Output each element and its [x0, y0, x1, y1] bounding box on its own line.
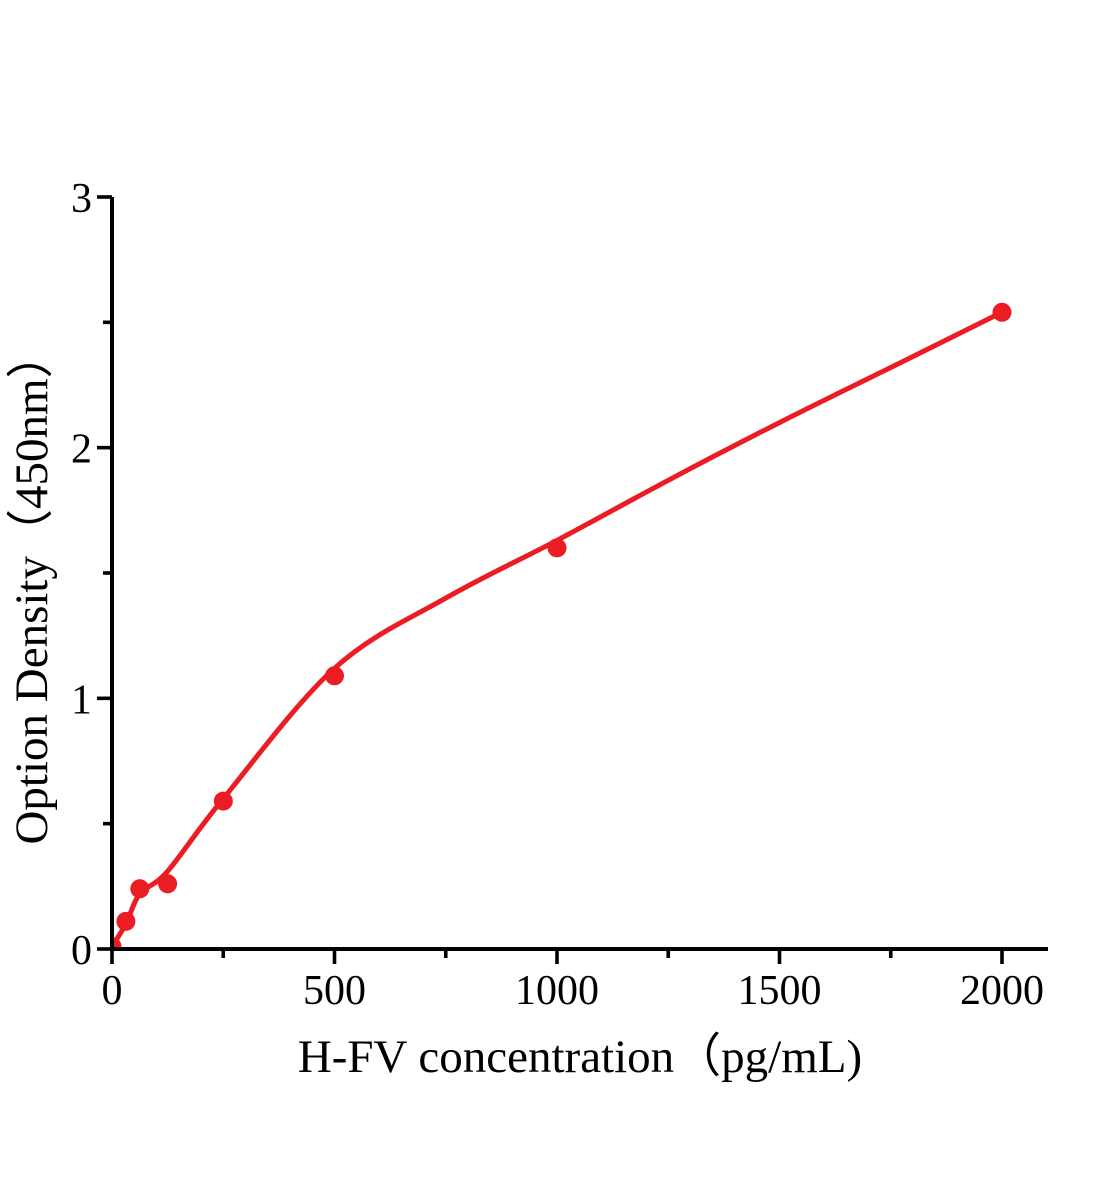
- x-axis-title: H-FV concentration（pg/mL): [298, 1031, 862, 1083]
- x-tick-label: 500: [303, 968, 366, 1014]
- y-tick-label: 2: [71, 427, 92, 473]
- x-tick-label: 0: [102, 968, 123, 1014]
- x-tick-label: 2000: [960, 968, 1044, 1014]
- fit-curve: [112, 309, 1005, 949]
- y-tick-label: 3: [71, 176, 92, 222]
- data-point: [325, 666, 344, 686]
- y-tick-label: 1: [71, 677, 92, 723]
- data-point: [213, 791, 233, 811]
- x-tick-label: 1500: [738, 968, 822, 1014]
- data-point: [130, 879, 150, 899]
- axis-layer: [97, 195, 1048, 964]
- data-point: [547, 538, 567, 558]
- x-tick-label: 1000: [515, 968, 599, 1014]
- y-tick-label: 0: [71, 928, 92, 974]
- data-point: [158, 874, 178, 894]
- data-point: [116, 911, 136, 931]
- data-point: [992, 302, 1012, 322]
- tick-label-layer: 0 500 1000 1500 2000 0 1 2 3: [71, 176, 1044, 1014]
- plot-layer: [112, 302, 1012, 951]
- y-axis-title: Option Density（450nm）: [6, 331, 58, 844]
